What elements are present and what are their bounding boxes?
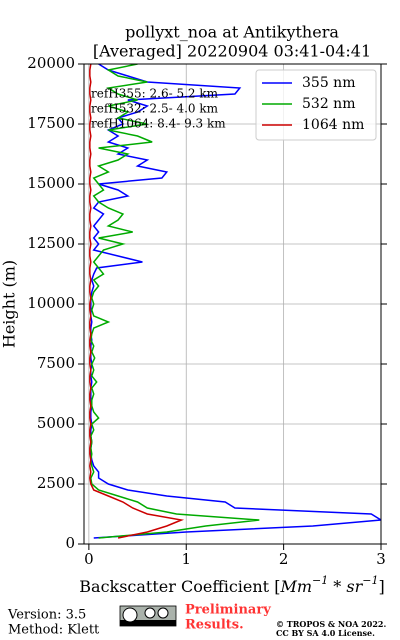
y-tick-label: 12500 [27, 234, 75, 252]
status: Preliminary [185, 603, 271, 618]
legend-label: 355 nm [302, 75, 355, 91]
license-logo [119, 605, 177, 627]
profile-line [89, 64, 185, 539]
ticks: 0 1 2 3 0 2500 5000 7500 10000 12500 15000 17500 200… [27, 54, 387, 568]
x-tick-label: 2 [279, 550, 289, 568]
version: Version: 3.5 [7, 608, 86, 623]
plot-area [89, 64, 381, 539]
legend-label: 532 nm [302, 96, 355, 112]
copyright: © TROPOS & NOA 2022. [276, 619, 386, 629]
annotation: refH1064: 8.4- 9.3 km [91, 117, 226, 131]
y-tick-label: 0 [65, 534, 75, 552]
x-axis-label-part: Backscatter Coefficient [ [79, 577, 280, 596]
x-axis-label-part: −1 [312, 574, 328, 587]
legend-box [255, 69, 377, 141]
x-axis-label: Backscatter Coefficient [Mm−1 * sr−1] [79, 574, 384, 596]
x-axis-label-part: sr [346, 577, 363, 596]
x-axis-label-part: * [328, 577, 346, 596]
chart-subtitle: [Averaged] 20220904 03:41-04:41 [93, 42, 371, 61]
y-tick-label: 15000 [27, 174, 75, 192]
y-tick-label: 10000 [27, 294, 75, 312]
status: Results. [185, 618, 244, 633]
chart-title: pollyxt_noa at Antikythera [125, 23, 339, 42]
x-axis-label-part: Mm [279, 577, 312, 596]
license: CC BY SA 4.0 License. [276, 628, 375, 638]
legend: 355 nm 532 nm 1064 nm [255, 69, 377, 141]
x-axis-label-part: −1 [362, 574, 378, 587]
annotation: refH355: 2.6- 5.2 km [91, 87, 219, 101]
y-tick-label: 5000 [37, 414, 75, 432]
y-axis-label: Height (m) [0, 260, 19, 348]
x-tick-label: 0 [84, 550, 94, 568]
y-tick-label: 2500 [37, 474, 75, 492]
x-tick-label: 3 [376, 550, 386, 568]
x-axis-label-part: ] [378, 577, 384, 596]
y-tick-label: 7500 [37, 354, 75, 372]
y-tick-label: 17500 [27, 114, 75, 132]
grid [84, 63, 382, 545]
legend-label: 1064 nm [302, 117, 364, 133]
annotation: refH532: 2.5- 4.0 km [91, 102, 219, 116]
y-tick-label: 20000 [27, 54, 75, 72]
x-tick-label: 1 [181, 550, 191, 568]
method: Method: Klett [8, 623, 100, 638]
